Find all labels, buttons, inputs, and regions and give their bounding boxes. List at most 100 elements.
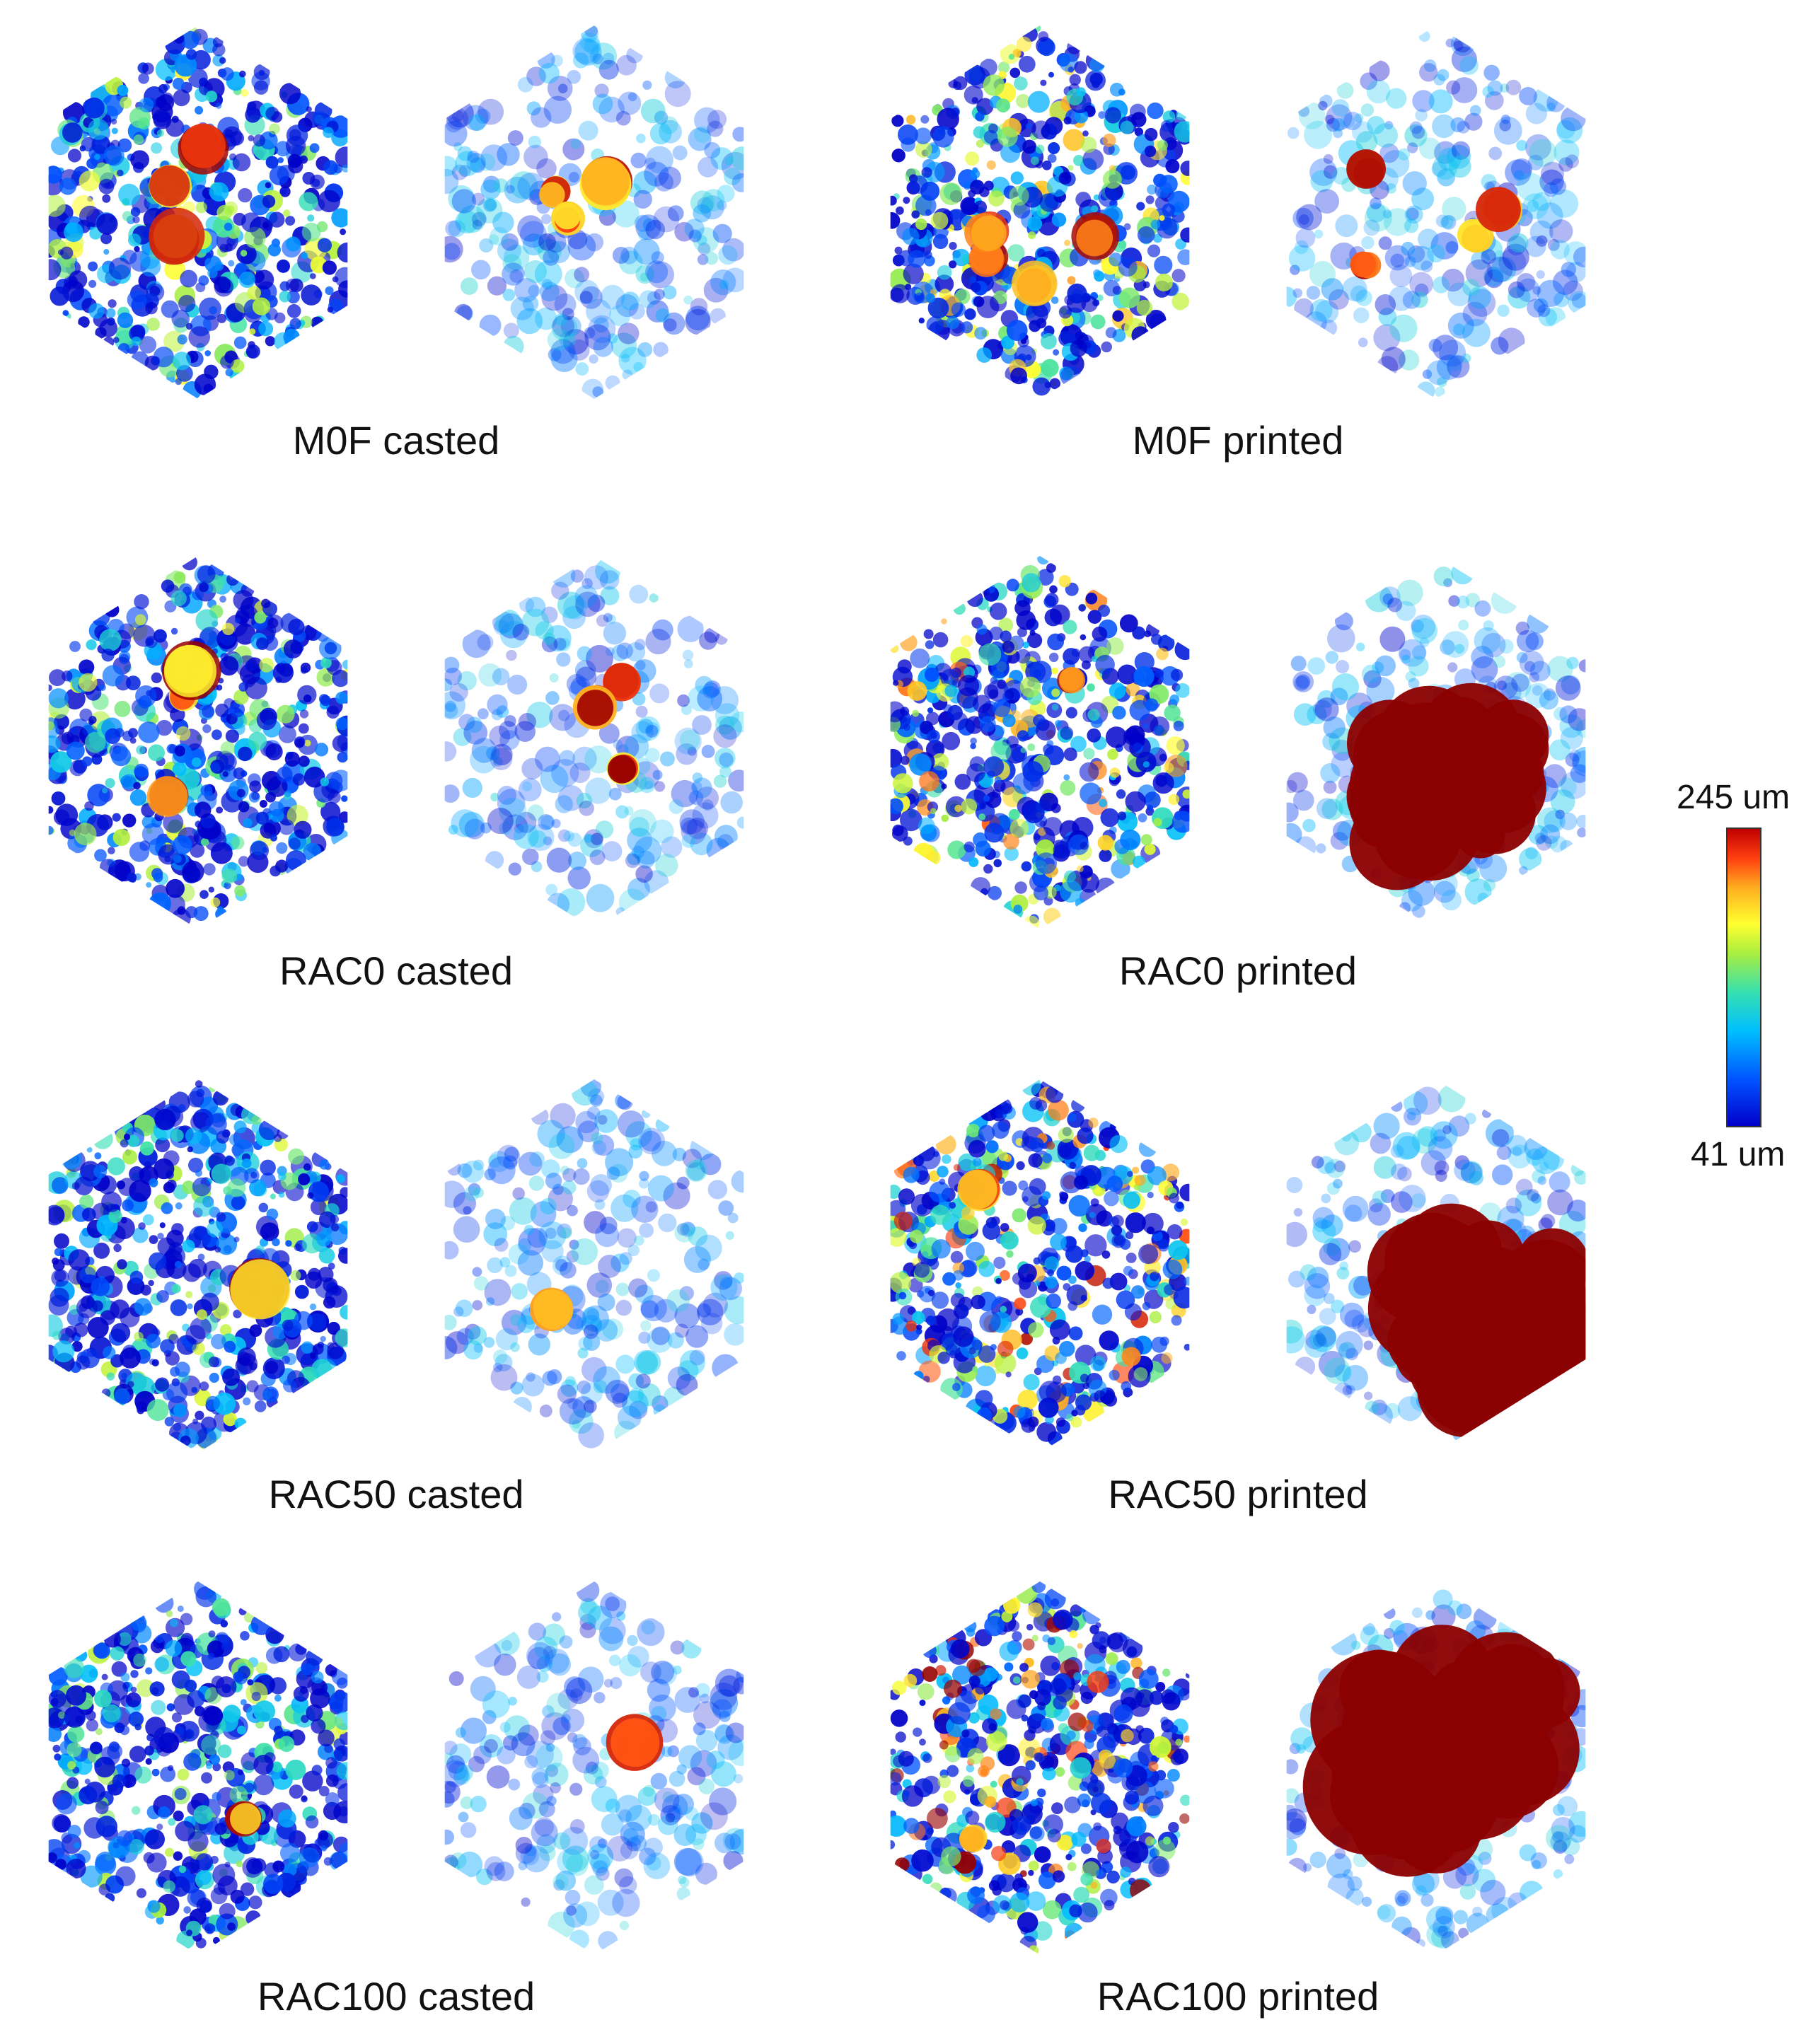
pore (625, 1121, 652, 1148)
pore (1124, 1303, 1142, 1320)
pore (1090, 314, 1106, 330)
pore (1371, 1399, 1387, 1415)
pore (480, 822, 492, 834)
pore (1286, 779, 1297, 794)
pore (1136, 202, 1145, 211)
pore (234, 885, 246, 897)
pore (633, 238, 660, 265)
pore (458, 165, 471, 177)
pore (312, 1343, 324, 1355)
pore (624, 734, 649, 759)
pore (54, 1248, 63, 1257)
pore (552, 1183, 564, 1195)
pore (545, 1227, 557, 1239)
pore (1067, 165, 1074, 171)
pore (1063, 648, 1080, 665)
pore (214, 276, 231, 294)
pore (48, 688, 69, 709)
pore (1427, 244, 1445, 263)
pore (1098, 111, 1106, 119)
pore (1366, 202, 1387, 223)
pore (139, 1141, 154, 1156)
pore (1527, 298, 1546, 318)
pore (534, 307, 557, 330)
pore (1162, 110, 1176, 124)
large-pore (1350, 251, 1376, 278)
pore (1104, 107, 1121, 124)
pore (574, 38, 602, 66)
pore (327, 1342, 335, 1349)
pore (1008, 808, 1020, 820)
pore (86, 158, 98, 169)
pore (464, 1186, 480, 1202)
pore (890, 748, 903, 768)
pore (1423, 59, 1437, 72)
pore (1171, 269, 1186, 283)
pore (1109, 252, 1123, 267)
pore (1452, 141, 1471, 160)
pore (1522, 193, 1549, 219)
pore (52, 1340, 75, 1363)
pore (198, 275, 209, 286)
pore (699, 632, 717, 650)
pore (683, 295, 693, 305)
pore (1143, 281, 1150, 289)
pore (704, 680, 721, 697)
pore (178, 1104, 186, 1112)
pore (483, 1337, 495, 1348)
pore (893, 1212, 913, 1231)
pore (1320, 763, 1341, 784)
pore (173, 571, 186, 583)
pore (62, 101, 85, 124)
pore (983, 180, 994, 191)
pore (966, 1241, 985, 1261)
pore (1046, 1085, 1064, 1103)
pore (685, 306, 710, 331)
pore (1046, 1293, 1061, 1309)
pore (1064, 870, 1077, 883)
pore (953, 602, 966, 615)
large-pore (607, 755, 637, 784)
pore (663, 1182, 690, 1209)
pore (1016, 649, 1031, 664)
pore (498, 613, 524, 639)
pore (1334, 1364, 1352, 1382)
pore (1467, 289, 1496, 318)
pore (1147, 1166, 1167, 1185)
pore (1355, 289, 1372, 306)
pore (146, 1333, 161, 1349)
pore (79, 659, 95, 675)
pore (108, 299, 117, 308)
pore (640, 1130, 661, 1151)
pore (951, 108, 960, 117)
pore (210, 897, 221, 907)
pore (265, 107, 279, 121)
pore (1409, 272, 1434, 296)
pore (173, 33, 185, 44)
pore (582, 578, 593, 589)
pore (134, 614, 146, 625)
pore (306, 106, 312, 112)
pore (499, 721, 518, 740)
pore (611, 1253, 630, 1272)
pore (702, 682, 719, 699)
pore (283, 328, 300, 346)
pore (214, 1246, 221, 1253)
pore (526, 1372, 536, 1382)
pore (1544, 182, 1558, 197)
pore (457, 1163, 473, 1178)
pore (719, 279, 729, 289)
pore (1294, 298, 1314, 318)
pore (1464, 112, 1483, 131)
pore (88, 279, 97, 288)
pore (973, 200, 988, 214)
pore (319, 637, 342, 660)
pore (1373, 1113, 1400, 1139)
pore (1025, 123, 1032, 129)
pore (88, 261, 98, 272)
pore (91, 1277, 110, 1296)
pore (993, 1256, 1006, 1269)
pore (585, 233, 604, 252)
pore (52, 1178, 68, 1195)
pore (480, 179, 501, 200)
